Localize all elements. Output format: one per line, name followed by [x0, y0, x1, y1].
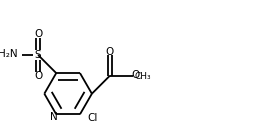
Text: O: O — [106, 47, 114, 57]
Text: O: O — [34, 29, 42, 39]
Text: N: N — [50, 112, 58, 122]
Text: O: O — [132, 70, 140, 80]
Text: CH₃: CH₃ — [134, 71, 151, 81]
Text: H₂N: H₂N — [0, 49, 17, 59]
Text: O: O — [34, 71, 42, 81]
Text: S: S — [35, 50, 41, 60]
Text: Cl: Cl — [87, 113, 98, 123]
